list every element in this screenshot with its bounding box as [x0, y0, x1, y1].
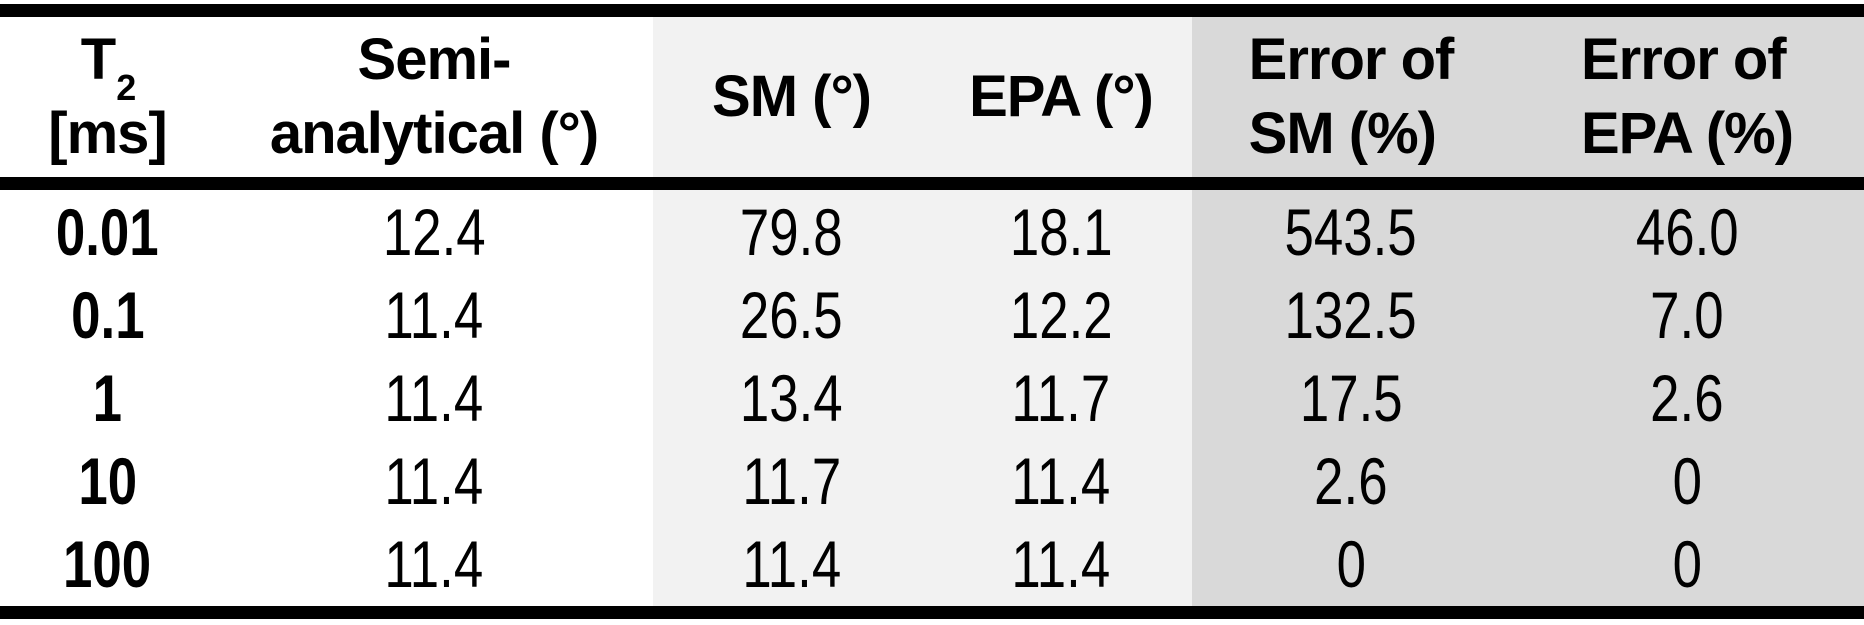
- table-cell: 100: [63, 527, 152, 602]
- table-cell: 11.4: [384, 277, 484, 352]
- table-cell: 11.7: [930, 356, 1192, 440]
- table-row: 100 11.4 11.4 11.4 0 0: [0, 522, 1864, 607]
- table-cell: 11.4: [384, 444, 484, 519]
- table-row: 10 11.4 11.7 11.4 2.6 0: [0, 439, 1864, 523]
- table-cell: 18.1: [930, 190, 1192, 274]
- table-cell: 12.4: [382, 194, 486, 269]
- t2-units: [ms]: [48, 101, 167, 166]
- table-cell: 0: [1510, 522, 1864, 607]
- table-cell: 13.4: [653, 356, 930, 440]
- table-cell: 10: [78, 444, 137, 519]
- column-header-sm: SM (°): [653, 17, 930, 177]
- table-cell: 11.4: [930, 522, 1192, 607]
- table-body: 0.01 12.4 79.8 18.1 543.5 46.0 0.1 11.4 …: [0, 190, 1864, 607]
- column-header-epa: EPA (°): [930, 17, 1192, 177]
- column-header-error-sm: Error of SM (%): [1192, 17, 1510, 177]
- table-top-rule: [0, 4, 1864, 17]
- table-cell: 17.5: [1192, 356, 1510, 440]
- table-cell: 26.5: [653, 273, 930, 357]
- table-cell: 1: [92, 361, 123, 435]
- table-row: 1 11.4 13.4 11.7 17.5 2.6: [0, 356, 1864, 440]
- table-cell: 0.1: [70, 277, 145, 352]
- table-cell: 79.8: [653, 190, 930, 274]
- column-header-semi-analytical: Semi- analytical (°): [269, 27, 599, 166]
- table-cell: 11.4: [384, 527, 484, 602]
- column-header-t2: T2 [ms]: [0, 17, 215, 177]
- table-header-row: T2 [ms] Semi- analytical (°) SM (°) EPA …: [0, 17, 1864, 177]
- table-cell: 12.2: [930, 273, 1192, 357]
- table-bottom-rule: [0, 606, 1864, 619]
- table-cell: 0.01: [56, 194, 159, 269]
- table-cell: 11.4: [384, 361, 484, 435]
- table-cell: 11.4: [653, 522, 930, 607]
- table-cell: 11.4: [930, 439, 1192, 523]
- table-cell: 0: [1510, 439, 1864, 523]
- table-cell: 2.6: [1510, 356, 1864, 440]
- column-header-error-epa: Error of EPA (%): [1510, 17, 1864, 177]
- t2-subscript: 2: [116, 66, 136, 108]
- table-cell: 46.0: [1510, 190, 1864, 274]
- table-cell: 132.5: [1192, 273, 1510, 357]
- table-cell: 11.7: [653, 439, 930, 523]
- t2-symbol: T: [80, 27, 116, 92]
- table-cell: 0: [1192, 522, 1510, 607]
- table-cell: 2.6: [1192, 439, 1510, 523]
- table-row: 0.01 12.4 79.8 18.1 543.5 46.0: [0, 190, 1864, 274]
- header-divider-rule: [0, 177, 1864, 190]
- table-row: 0.1 11.4 26.5 12.2 132.5 7.0: [0, 273, 1864, 357]
- table-cell: 7.0: [1510, 273, 1864, 357]
- table-cell: 543.5: [1192, 190, 1510, 274]
